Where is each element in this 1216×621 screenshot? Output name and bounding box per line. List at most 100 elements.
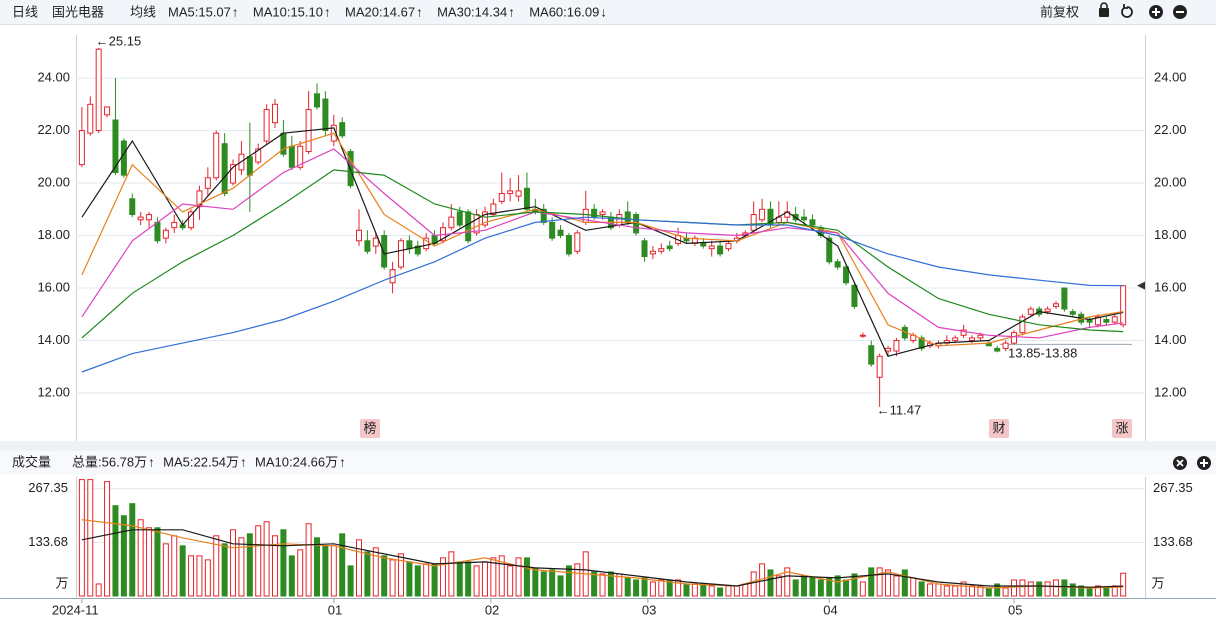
- volume-bar: [1103, 587, 1110, 597]
- volume-bar: [817, 579, 824, 597]
- volume-bar: [607, 571, 614, 597]
- candle-body: [456, 211, 463, 226]
- volume-bar: [792, 579, 799, 597]
- candle-body: [112, 119, 119, 174]
- toolbar-item[interactable]: 国光电器: [52, 4, 104, 19]
- volume-bar: [179, 545, 186, 597]
- volume-bar: [927, 583, 934, 597]
- adjust-label[interactable]: 前复权: [1040, 4, 1079, 19]
- volume-bar: [540, 571, 547, 597]
- zoom-in-plus: [1152, 8, 1160, 16]
- volume-bar: [423, 563, 430, 597]
- volume-bar: [834, 575, 841, 597]
- volume-bar: [767, 569, 774, 597]
- candle-body: [868, 345, 875, 365]
- volume-bar: [977, 585, 984, 597]
- volume-bar: [515, 557, 522, 597]
- candle-body: [146, 214, 153, 221]
- ma-legend-arrow: ↑: [324, 4, 331, 19]
- candle-body: [977, 334, 984, 339]
- volume-bar: [599, 573, 606, 597]
- candle-body: [406, 240, 413, 250]
- volume-bar: [263, 521, 270, 597]
- volume-legend-label: MA10:24.66万: [255, 454, 338, 469]
- volume-bar: [868, 567, 875, 597]
- candle-body: [171, 221, 178, 229]
- high-annotation: ←25.15: [96, 33, 142, 48]
- candle-body: [876, 355, 883, 378]
- volume-bar: [994, 583, 1001, 597]
- volume-bar: [717, 587, 724, 597]
- volume-bar: [171, 535, 178, 597]
- volume-bar: [1069, 583, 1076, 597]
- y-tick-label: 12.00: [37, 384, 70, 399]
- candle-body: [666, 245, 673, 250]
- volume-bar: [960, 581, 967, 597]
- candle-body: [414, 245, 421, 255]
- volume-bar: [314, 537, 321, 597]
- volume-bar: [1086, 587, 1093, 597]
- volume-bar: [658, 579, 665, 597]
- volume-legend-arrow: ↑: [339, 454, 346, 469]
- ma-line: [81, 169, 1124, 339]
- low-annotation: ←11.47: [877, 402, 922, 417]
- volume-bar: [952, 585, 959, 597]
- volume-bar: [557, 575, 564, 597]
- toolbar-item[interactable]: 日线: [12, 4, 38, 19]
- volume-bar: [120, 515, 127, 597]
- badge-bg: [360, 419, 380, 438]
- candle-body: [658, 248, 665, 252]
- volume-bar: [272, 535, 279, 597]
- volume-bar: [230, 529, 237, 597]
- volume-bar: [448, 551, 455, 597]
- volume-bar: [876, 567, 883, 597]
- undo-icon[interactable]: [1121, 4, 1133, 18]
- candle-body: [221, 143, 228, 195]
- volume-bar: [431, 563, 438, 597]
- badge[interactable]: 榜: [363, 420, 376, 435]
- candle-body: [498, 193, 505, 202]
- volume-bar: [733, 585, 740, 597]
- candle-body: [1010, 332, 1017, 344]
- lock-icon[interactable]: [1099, 8, 1109, 17]
- ma-legend-label: MA5:15.07: [168, 4, 231, 19]
- volume-unit-right: 万: [1151, 575, 1164, 590]
- ma-legend-arrow: ↑: [508, 4, 515, 19]
- badge[interactable]: 涨: [1115, 420, 1128, 435]
- volume-bar: [1019, 579, 1026, 597]
- candle-body: [599, 211, 606, 216]
- volume-bar: [1027, 581, 1034, 597]
- y-tick-label-right: 12.00: [1154, 384, 1187, 399]
- ma-legend-arrow: ↓: [600, 4, 607, 19]
- y-tick-label-right: 20.00: [1154, 174, 1187, 189]
- candle-body: [649, 250, 656, 255]
- candle-body: [994, 347, 1001, 352]
- candle-body: [129, 198, 136, 216]
- x-tick-label: 02: [485, 602, 499, 617]
- volume-bar: [910, 577, 917, 597]
- ma-legend-arrow: ↑: [232, 4, 239, 19]
- toolbar-item[interactable]: 均线: [130, 4, 156, 19]
- y-tick-label-right: 16.00: [1154, 279, 1187, 294]
- candle-body: [322, 98, 329, 132]
- volume-bar: [288, 555, 295, 597]
- candle-body: [1019, 316, 1026, 334]
- volume-bar: [355, 539, 362, 597]
- candle-body: [725, 242, 732, 250]
- candle-body: [1027, 308, 1034, 315]
- candle-body: [859, 334, 866, 337]
- volume-tick-label-right: 267.35: [1153, 480, 1193, 495]
- volume-bar: [397, 553, 404, 597]
- volume-bar: [406, 561, 413, 597]
- volume-bar: [339, 533, 346, 597]
- candle-body: [272, 103, 279, 124]
- candle-body: [465, 211, 472, 242]
- volume-bar: [969, 585, 976, 597]
- badge[interactable]: 财: [992, 420, 1005, 435]
- candle-body: [381, 235, 388, 268]
- candle-body: [339, 122, 346, 137]
- candle-body: [616, 214, 623, 226]
- candle-body: [230, 164, 237, 184]
- y-tick-label: 24.00: [37, 69, 70, 84]
- volume-bar: [78, 479, 85, 597]
